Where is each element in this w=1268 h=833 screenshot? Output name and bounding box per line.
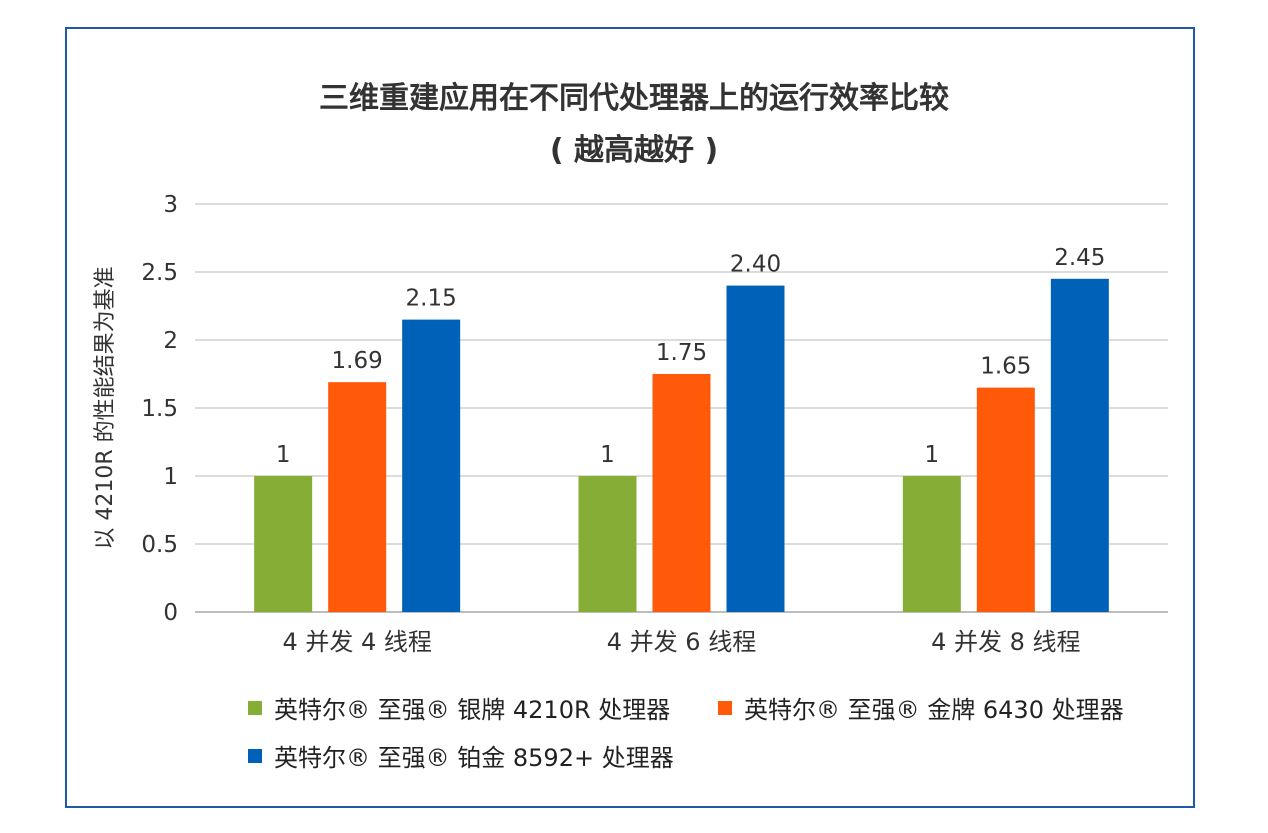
- bar: [402, 319, 461, 612]
- y-tick-label: 3: [163, 192, 178, 218]
- data-label: 2.45: [1054, 245, 1105, 271]
- bar: [726, 285, 785, 612]
- legend-swatch-platinum: [248, 748, 262, 763]
- bar: [578, 476, 637, 612]
- legend-label-gold: 英特尔® 至强® 金牌 6430 处理器: [744, 696, 1124, 724]
- data-label: 1: [276, 442, 291, 468]
- y-tick-label: 0.5: [141, 532, 178, 558]
- y-tick-label: 0: [163, 600, 178, 626]
- data-label: 2.40: [730, 252, 781, 278]
- data-label: 1: [925, 442, 940, 468]
- bar: [902, 476, 961, 612]
- data-label: 1.69: [332, 348, 383, 374]
- y-axis-label: 以 4210R 的性能结果为基准: [93, 266, 118, 549]
- y-tick-label: 1: [163, 464, 178, 490]
- data-label: 1.75: [656, 340, 707, 366]
- legend-label-silver: 英特尔® 至强® 银牌 4210R 处理器: [274, 696, 671, 724]
- legend-item-silver: 英特尔® 至强® 银牌 4210R 处理器: [248, 690, 670, 725]
- x-tick-label: 4 并发 4 线程: [282, 628, 431, 656]
- data-label: 1.65: [980, 354, 1031, 380]
- bar: [328, 382, 387, 612]
- bar: [1050, 278, 1109, 612]
- data-label: 1: [600, 442, 615, 468]
- x-tick-label: 4 并发 6 线程: [607, 628, 756, 656]
- y-tick-label: 2: [163, 328, 178, 354]
- x-tick-label: 4 并发 8 线程: [931, 628, 1080, 656]
- y-tick-label: 2.5: [141, 260, 178, 286]
- legend-item-platinum: 英特尔® 至强® 铂金 8592+ 处理器: [248, 738, 674, 773]
- legend-swatch-gold: [718, 700, 732, 715]
- y-tick-label: 1.5: [141, 396, 178, 422]
- data-label: 2.15: [406, 286, 457, 312]
- bar: [254, 476, 313, 612]
- legend-label-platinum: 英特尔® 至强® 铂金 8592+ 处理器: [274, 744, 674, 772]
- bar: [976, 387, 1035, 612]
- bar: [652, 374, 711, 612]
- legend-swatch-silver: [248, 700, 262, 715]
- chart-title: 三维重建应用在不同代处理器上的运行效率比较: [319, 81, 949, 116]
- chart-subtitle: ( 越高越好 ): [549, 133, 719, 168]
- legend-item-gold: 英特尔® 至强® 金牌 6430 处理器: [718, 690, 1124, 725]
